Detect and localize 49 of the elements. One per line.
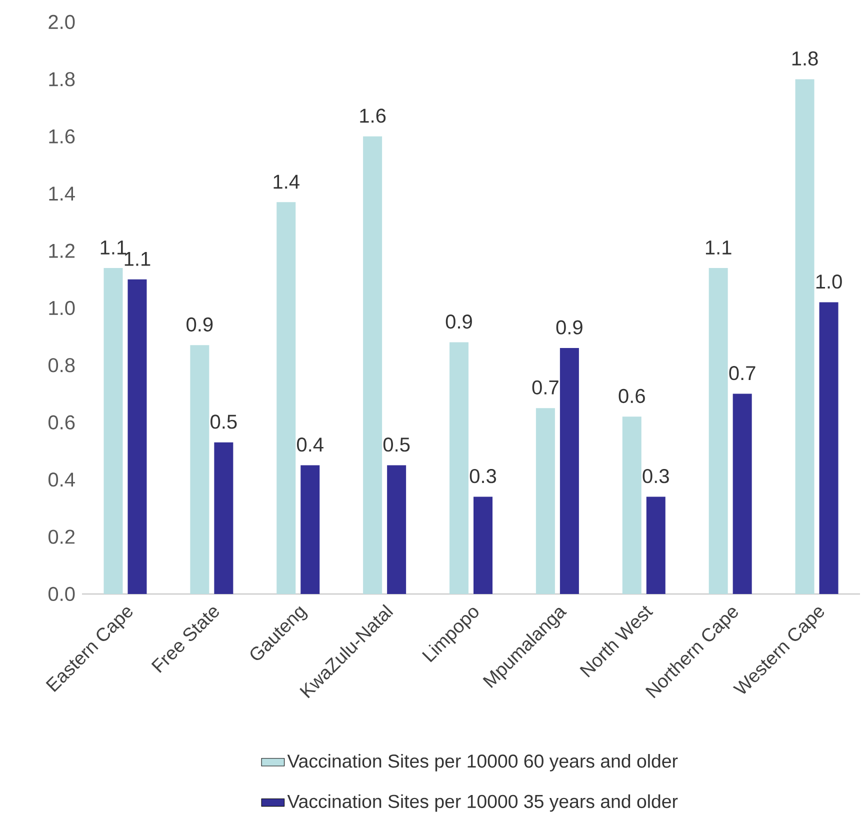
data-label: 1.0 (816, 274, 842, 289)
data-label: 0.7 (729, 366, 756, 380)
bar (276, 202, 296, 594)
data-label: 0.3 (642, 468, 669, 484)
data-label: 0.5 (210, 414, 237, 429)
data-label: 1.1 (124, 252, 150, 266)
bar (560, 348, 579, 594)
bar (795, 79, 814, 594)
data-label: 0.9 (186, 317, 213, 332)
y-tick-label: 1.6 (49, 129, 75, 144)
data-label: 0.5 (383, 438, 410, 452)
y-tick-label: 0.4 (48, 472, 75, 487)
bar (190, 345, 210, 594)
bar (622, 416, 642, 594)
bar (819, 302, 838, 594)
bar (214, 442, 234, 594)
y-tick-label: 2.0 (48, 14, 75, 30)
bar (450, 342, 469, 594)
data-label: 1.6 (360, 108, 386, 123)
legend-label: Vaccination Sites per 10000 35 years and older (287, 794, 678, 812)
bar (708, 268, 728, 594)
y-tick-label: 1.2 (49, 244, 75, 258)
data-label: 0.3 (470, 468, 496, 484)
legend-label: Vaccination Sites per 10000 60 years and older (287, 754, 678, 772)
y-tick-label: 1.0 (49, 300, 75, 316)
data-label: 1.8 (792, 51, 818, 66)
y-tick-label: 0.8 (48, 358, 75, 372)
bar (104, 268, 123, 594)
y-tick-label: 0.0 (48, 586, 75, 602)
bar (128, 279, 147, 594)
bar (387, 465, 406, 594)
data-label: 0.9 (556, 320, 582, 334)
bar (536, 408, 555, 594)
data-label: 0.7 (532, 380, 558, 394)
data-label: 0.4 (296, 438, 324, 452)
bar (363, 136, 382, 594)
bar (300, 465, 320, 594)
y-tick-label: 1.4 (49, 186, 75, 200)
y-tick-label: 0.6 (48, 415, 75, 430)
data-label: 1.4 (274, 174, 300, 189)
bar (732, 394, 752, 594)
bar (474, 496, 493, 594)
y-tick-label: 1.8 (49, 72, 75, 86)
y-tick-label: 0.2 (48, 530, 75, 544)
data-label: 0.9 (446, 314, 472, 329)
bar (646, 496, 666, 594)
data-label: 1.1 (100, 240, 126, 254)
data-label: 1.1 (706, 240, 732, 254)
data-label: 0.6 (618, 388, 645, 404)
